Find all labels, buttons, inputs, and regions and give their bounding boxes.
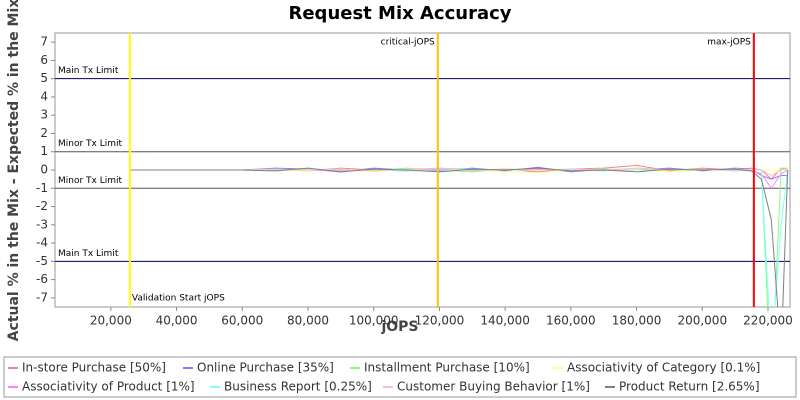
legend-label: Online Purchase [35%] bbox=[197, 361, 334, 375]
limit-label: Minor Tx Limit bbox=[58, 176, 123, 186]
y-axis-label: Actual % in the Mix - Expected % in the … bbox=[6, 0, 22, 341]
y-tick-label: 6 bbox=[40, 53, 48, 67]
legend-label: Associativity of Product [1%] bbox=[22, 380, 195, 394]
marker-label: Validation Start jOPS bbox=[132, 294, 225, 304]
x-tick-label: 200,000 bbox=[677, 314, 727, 328]
legend-label: Installment Purchase [10%] bbox=[364, 361, 530, 375]
y-tick-label: -1 bbox=[36, 181, 48, 195]
y-tick-label: -6 bbox=[36, 272, 48, 286]
x-tick-label: 180,000 bbox=[612, 314, 662, 328]
x-tick-label: 20,000 bbox=[90, 314, 132, 328]
x-axis-label: jOPS bbox=[380, 319, 418, 335]
x-tick-label: 80,000 bbox=[287, 314, 329, 328]
y-tick-label: -2 bbox=[36, 199, 48, 213]
chart-title: Request Mix Accuracy bbox=[288, 3, 511, 24]
y-tick-label: 3 bbox=[40, 108, 48, 122]
legend bbox=[3, 356, 797, 398]
marker-label: critical-jOPS bbox=[381, 38, 435, 48]
x-tick-label: 140,000 bbox=[480, 314, 530, 328]
legend-label: Product Return [2.65%] bbox=[619, 380, 760, 394]
y-tick-label: -4 bbox=[36, 236, 48, 250]
legend-label: In-store Purchase [50%] bbox=[22, 361, 166, 375]
y-tick-label: 0 bbox=[40, 163, 48, 177]
limit-label: Minor Tx Limit bbox=[58, 139, 123, 149]
limit-label: Main Tx Limit bbox=[58, 249, 119, 259]
plot-layer bbox=[55, 33, 790, 307]
x-tick-label: 60,000 bbox=[221, 314, 263, 328]
legend-label: Customer Buying Behavior [1%] bbox=[397, 380, 590, 394]
y-tick-label: -3 bbox=[36, 217, 48, 231]
y-tick-label: 7 bbox=[40, 35, 48, 49]
y-tick-label: -5 bbox=[36, 254, 48, 268]
x-tick-label: 100,000 bbox=[349, 314, 399, 328]
x-tick-label: 40,000 bbox=[156, 314, 198, 328]
legend-label: Associativity of Category [0.1%] bbox=[567, 361, 760, 375]
limit-label: Main Tx Limit bbox=[58, 66, 119, 76]
y-tick-label: -7 bbox=[36, 290, 48, 304]
x-tick-label: 220,000 bbox=[743, 314, 793, 328]
y-tick-label: 2 bbox=[40, 126, 48, 140]
y-tick-label: 1 bbox=[40, 144, 48, 158]
x-tick-label: 160,000 bbox=[546, 314, 596, 328]
y-tick-label: 5 bbox=[40, 71, 48, 85]
marker-label: max-jOPS bbox=[707, 38, 751, 48]
y-tick-label: 4 bbox=[40, 89, 48, 103]
legend-label: Business Report [0.25%] bbox=[224, 380, 372, 394]
series-line bbox=[129, 167, 789, 307]
x-tick-label: 120,000 bbox=[415, 314, 465, 328]
